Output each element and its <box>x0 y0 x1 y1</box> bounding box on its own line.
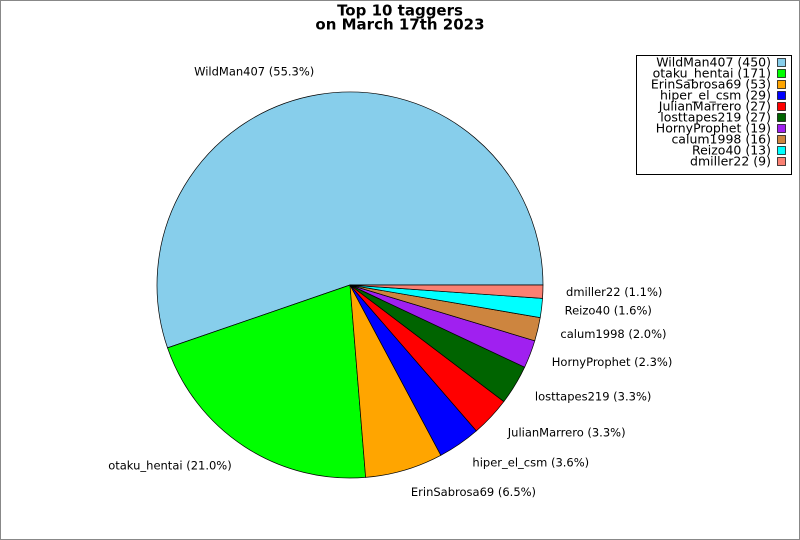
legend-label: calum1998 (16) <box>671 132 771 147</box>
slice-label: WildMan407 (55.3%) <box>194 64 314 78</box>
slice-label: JulianMarrero (3.3%) <box>507 425 626 439</box>
slice-label: ErinSabrosa69 (6.5%) <box>411 485 536 499</box>
legend-label: otaku_hentai (171) <box>653 66 771 81</box>
legend-label: losttapes219 (27) <box>660 110 771 125</box>
pie-slice <box>349 284 544 299</box>
slice-label: otaku_hentai (21.0%) <box>108 458 232 472</box>
legend-swatch <box>777 80 786 89</box>
legend-label: JulianMarrero (27) <box>658 99 771 114</box>
legend-swatch <box>777 69 786 78</box>
slice-label: losttapes219 (3.3%) <box>535 389 651 403</box>
legend-label: hiper_el_csm (29) <box>660 88 771 103</box>
pie-slice <box>156 91 544 349</box>
slice-label: HornyProphet (2.3%) <box>552 355 673 369</box>
legend-swatch <box>777 135 786 144</box>
legend-swatch <box>777 102 786 111</box>
legend-swatch <box>777 124 786 133</box>
legend-label: dmiller22 (9) <box>690 154 771 169</box>
legend-swatch <box>777 146 786 155</box>
slice-label: hiper_el_csm (3.6%) <box>472 456 589 470</box>
legend-label: ErinSabrosa69 (53) <box>651 77 771 92</box>
legend-swatch <box>777 157 786 166</box>
legend-label: WildMan407 (450) <box>656 55 771 70</box>
pie-slice <box>167 284 367 479</box>
chart-title: Top 10 taggers <box>337 2 463 20</box>
legend-box <box>636 55 792 175</box>
slice-label: Reizo40 (1.6%) <box>565 303 652 317</box>
legend-swatch <box>777 58 786 67</box>
legend-label: Reizo40 (13) <box>692 143 771 158</box>
slice-label: calum1998 (2.0%) <box>560 327 666 341</box>
legend-swatch <box>777 113 786 122</box>
chart-subtitle: on March 17th 2023 <box>315 16 484 34</box>
legend-swatch <box>777 91 786 100</box>
slice-label: dmiller22 (1.1%) <box>566 285 662 299</box>
legend-label: HornyProphet (19) <box>656 121 771 136</box>
